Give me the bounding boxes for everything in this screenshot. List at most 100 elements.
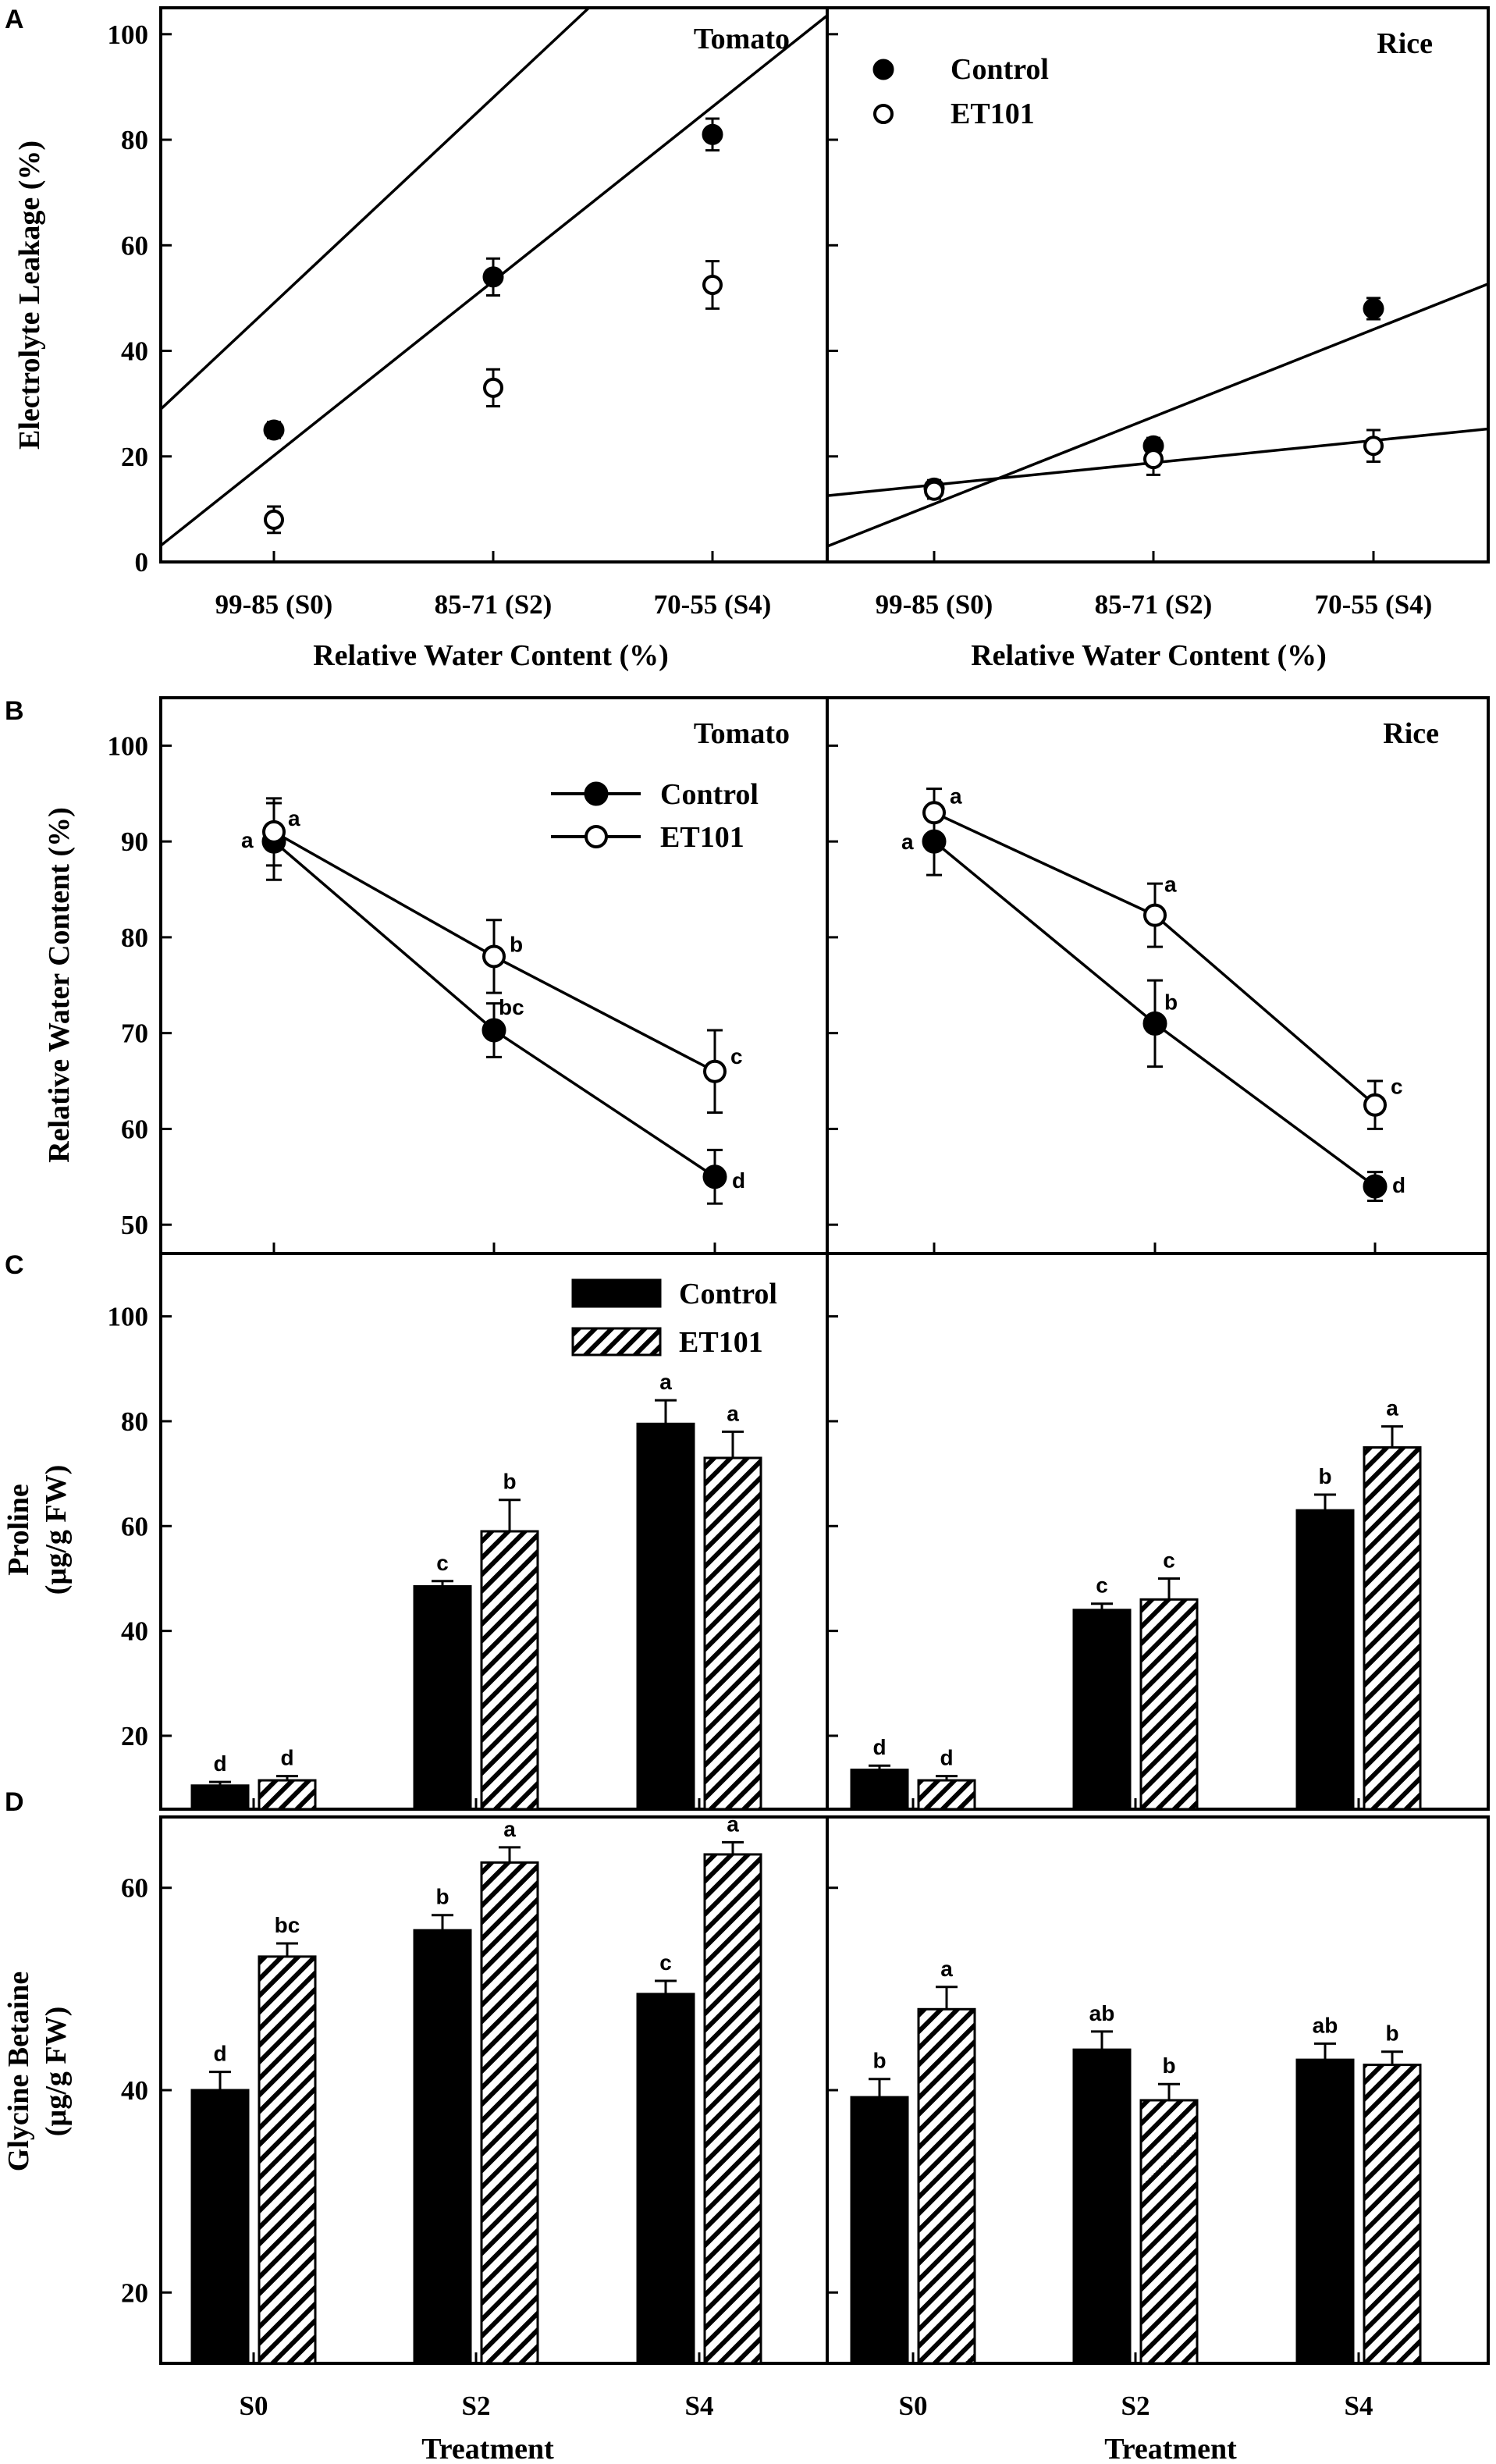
panel-c-rice-et101-bar <box>1139 1598 1199 1811</box>
panel-c-tomato-control-sig-label: a <box>659 1370 672 1394</box>
panel-a-tomato-control-point <box>702 123 723 145</box>
panel-d-rice-et101-bar <box>1363 2064 1422 2365</box>
legend-b-et101-marker <box>585 825 608 848</box>
panel-letter-b: B <box>5 696 24 726</box>
y-tick-label: 60 <box>121 230 148 261</box>
panel-a-tomato-et101-point <box>702 275 723 295</box>
panel-letter-d: D <box>5 1787 24 1817</box>
panel-b-frame <box>159 696 1490 1255</box>
legend-b-et101-label: ET101 <box>660 821 744 854</box>
panel-c-tomato-et101-sig-label: b <box>503 1470 516 1494</box>
y-tick-label: 50 <box>121 1210 148 1240</box>
panel-b-legend: Control ET101 <box>551 778 759 854</box>
panel-d-x-axis: S0 S2 S4 S0 S2 S4 <box>240 2352 1373 2421</box>
x-tick-label: S2 <box>462 2391 491 2421</box>
x-tick-label: S0 <box>240 2391 268 2421</box>
panel-a-tomato-control-point <box>482 266 504 288</box>
panel-a-tomato-et101-point <box>483 377 503 398</box>
panel-a-rice-et101-point <box>1143 449 1164 470</box>
panel-c-rice-et101-bar <box>1363 1446 1422 1811</box>
panel-d-tomato-control-bar <box>190 2089 250 2365</box>
y-tick-label: 80 <box>121 125 148 155</box>
panel-a-legend: Control ET101 <box>872 53 1049 130</box>
panel-b-rice-control-sig-label: a <box>901 830 914 854</box>
panel-b-ylabel: Relative Water Content (%) <box>43 807 76 1163</box>
panel-a-tomato-et101-point <box>264 509 284 530</box>
x-tick-label: S0 <box>899 2391 928 2421</box>
panel-d-ylabel-unit: (µg/g FW) <box>40 2007 73 2136</box>
panel-c-x-axis <box>252 1798 1360 1809</box>
panel-d-ylabel: Glycine Betaine <box>2 1972 35 2171</box>
panel-b-rice-control-point <box>1363 1174 1388 1199</box>
panel-a-rice-title: Rice <box>1377 27 1433 60</box>
panel-a-tomato-title: Tomato <box>694 23 790 55</box>
panel-b-tomato-et101-sig-label: c <box>730 1044 743 1068</box>
panel-c-tomato-control-sig-label: c <box>436 1551 449 1575</box>
legend-b-control-label: Control <box>660 778 759 811</box>
panel-b-tomato-control-sig-label: a <box>241 828 254 852</box>
panel-d-tomato-et101-sig-label: a <box>503 1817 516 1841</box>
panel-b-rice-et101-point <box>922 801 946 825</box>
panel-d-rice-control-bar <box>1072 2048 1132 2365</box>
y-tick-label: 20 <box>121 1721 148 1751</box>
panel-c-rice-control-sig-label: d <box>872 1735 886 1759</box>
panel-d-rice-et101-bar <box>917 2007 976 2365</box>
panel-c-rice-control-bar <box>1072 1609 1132 1811</box>
panel-frames <box>159 6 1490 2365</box>
y-tick-label: 60 <box>121 1511 148 1541</box>
panel-d-tomato-control-sig-label: b <box>435 1885 449 1909</box>
panel-a-rice-et101-point <box>924 480 944 501</box>
panel-c-legend: Control ET101 <box>571 1278 777 1359</box>
panel-b-tomato-control-sig-label: bc <box>499 995 524 1019</box>
x-tick-label: 70-55 (S4) <box>654 589 772 620</box>
panel-d-rice-et101-sig-label: b <box>1162 2053 1175 2078</box>
panel-c-plot: d c a d b a d c b d c a <box>190 1370 1422 1811</box>
panel-d-rice-et101-bar <box>1139 2099 1199 2365</box>
y-tick-label: 20 <box>121 2277 148 2308</box>
panel-c-tomato-et101-bar <box>480 1530 539 1811</box>
panel-b-rice-control-sig-label: b <box>1164 990 1178 1014</box>
panel-d-tomato-et101-bar <box>258 1955 317 2365</box>
panel-d-rice-control-sig-label: ab <box>1089 2001 1115 2025</box>
y-tick-label: 20 <box>121 442 148 472</box>
panel-c-tomato-control-sig-label: d <box>213 1751 226 1776</box>
legend-b-control-marker <box>584 781 609 806</box>
panel-letter-c: C <box>5 1250 24 1280</box>
legend-a-et101-marker <box>873 104 894 124</box>
panel-b-rice-et101-sig-label: a <box>950 784 962 808</box>
panel-b-y-axis: 50 60 70 80 90 100 <box>108 731 838 1240</box>
panel-d-tomato-et101-bar <box>480 1861 539 2365</box>
panel-b-rice-title: Rice <box>1383 717 1439 750</box>
legend-a-control-label: Control <box>951 53 1049 86</box>
panel-a-frame <box>159 6 1490 564</box>
panel-d-frame <box>159 1815 1490 2365</box>
panel-b-tomato-control-point <box>481 1018 506 1043</box>
panel-c-ylabel: Proline <box>2 1484 35 1576</box>
panel-d-y-axis: 20 40 60 <box>121 1873 838 2308</box>
panel-a-tomato-xlabel: Relative Water Content (%) <box>313 639 669 672</box>
panel-d-tomato-control-sig-label: d <box>213 2042 226 2066</box>
panel-c-tomato-control-bar <box>636 1422 695 1811</box>
y-tick-label: 40 <box>121 336 148 367</box>
y-tick-label: 80 <box>121 1406 148 1437</box>
y-tick-label: 90 <box>121 827 148 857</box>
panel-b-rice-control-sig-label: d <box>1392 1173 1405 1197</box>
y-tick-label: 0 <box>135 547 149 578</box>
panel-b-tomato-title: Tomato <box>694 717 790 750</box>
panel-d-tomato-control-bar <box>413 1929 472 2365</box>
panel-c-ylabel-unit: (µg/g FW) <box>40 1465 73 1595</box>
panel-c-rice-control-sig-label: c <box>1096 1573 1108 1598</box>
panel-c-rice-control-sig-label: b <box>1318 1464 1331 1488</box>
panel-d-tomato-control-bar <box>636 1993 695 2365</box>
panel-c-tomato-et101-sig-label: a <box>727 1401 739 1425</box>
panel-d-tomato-et101-sig-label: a <box>727 1812 739 1836</box>
panel-d-rice-et101-sig-label: b <box>1385 2021 1398 2046</box>
panel-c-tomato-et101-bar <box>258 1779 317 1811</box>
panel-c-rice-control-bar <box>1295 1509 1355 1811</box>
panel-b-rice-et101-point <box>1363 1093 1387 1117</box>
panel-b-tomato-et101-sig-label: b <box>510 932 523 956</box>
panel-b-rice-et101-sig-label: a <box>1164 873 1177 897</box>
panel-c-rice-et101-bar <box>917 1779 976 1811</box>
panel-a-rice-xlabel: Relative Water Content (%) <box>971 639 1327 672</box>
